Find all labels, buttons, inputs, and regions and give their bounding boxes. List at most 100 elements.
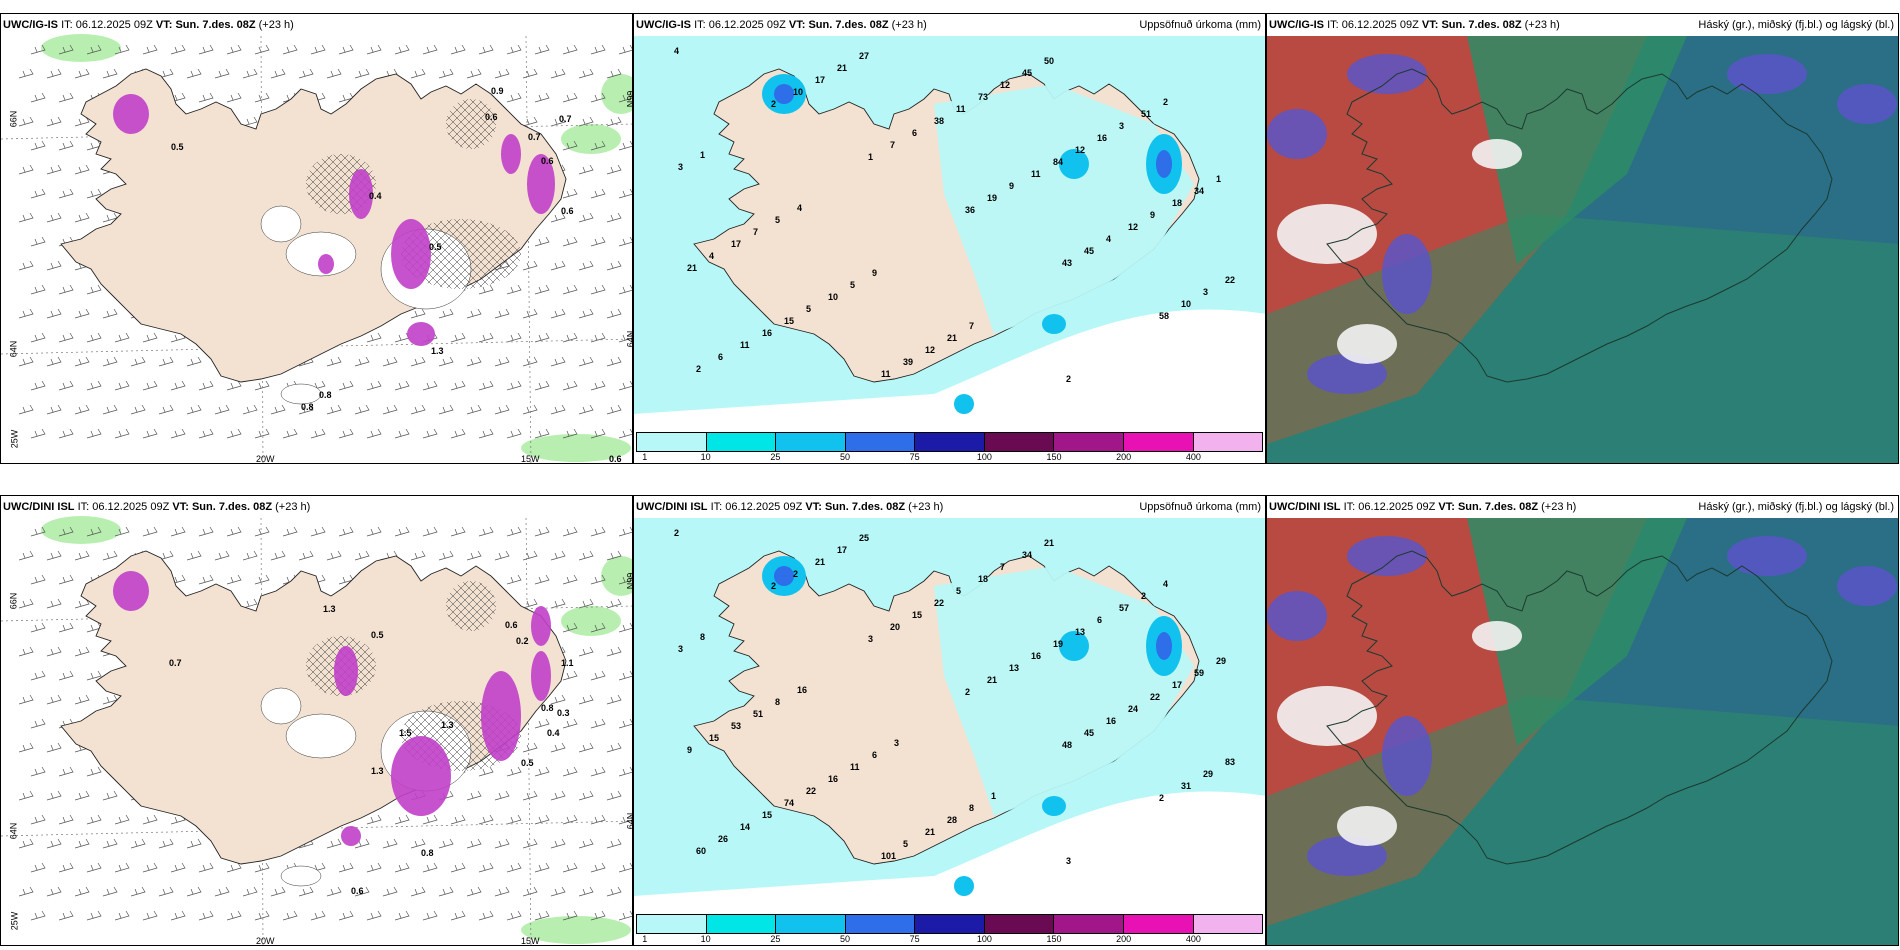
axis-label: N99 xyxy=(625,90,633,108)
precip-value-label: 2 xyxy=(771,581,776,591)
precip-value-label: 5 xyxy=(775,215,780,225)
precip-value-label: 12 xyxy=(1075,145,1085,155)
wind-barb xyxy=(422,380,438,391)
wind-barb xyxy=(142,380,158,391)
precip-value-label: 19 xyxy=(1053,639,1063,649)
wind-barb xyxy=(170,526,186,537)
wind-barb xyxy=(86,526,102,537)
wind-barb xyxy=(506,332,522,343)
wind-barb xyxy=(578,404,594,415)
axis-label: 64N xyxy=(625,330,633,348)
wind-barb xyxy=(18,260,34,271)
axis-label: 64N xyxy=(8,340,19,358)
precip-heavy xyxy=(954,394,974,414)
precip-value-label: 0.6 xyxy=(351,886,364,896)
precip-value-label: 22 xyxy=(1150,692,1160,702)
wind-barb xyxy=(130,404,146,415)
precip-value-label: 45 xyxy=(1084,728,1094,738)
wind-barb xyxy=(86,44,102,55)
wind-barb xyxy=(142,910,158,921)
wind-barb xyxy=(254,910,270,921)
wind-barb xyxy=(410,886,426,897)
wind-barb xyxy=(366,910,382,921)
wind-barb xyxy=(478,526,494,537)
precip-value-label: 58 xyxy=(1159,311,1169,321)
wind-barb xyxy=(142,332,158,343)
wind-barb xyxy=(354,550,370,561)
precip-value-label: 15 xyxy=(912,610,922,620)
precip-value-label: 18 xyxy=(1172,198,1182,208)
wind-barb xyxy=(86,814,102,825)
precip-value-label: 1 xyxy=(991,791,996,801)
precip-value-label: 36 xyxy=(965,205,975,215)
wind-barb xyxy=(270,404,286,415)
wind-barb xyxy=(18,356,34,367)
cloud-high-violet xyxy=(1837,566,1897,606)
precip-value-label: 15 xyxy=(709,733,719,743)
axis-label: 25W xyxy=(9,911,20,931)
precip-value-label: 2 xyxy=(965,687,970,697)
precip-value-label: 0.8 xyxy=(421,848,434,858)
precip-value-label: 20 xyxy=(890,622,900,632)
precip-value-label: 1.3 xyxy=(431,346,444,356)
precip-value-label: 0.6 xyxy=(541,156,554,166)
wind-barb xyxy=(618,92,632,103)
wind-barb xyxy=(478,44,494,55)
wind-barb xyxy=(606,212,622,223)
wind-barb xyxy=(494,550,510,561)
precip-value-label: 15 xyxy=(784,316,794,326)
colorbar-swatch xyxy=(1123,915,1194,933)
wind-barb xyxy=(438,404,454,415)
precip-value-label: 50 xyxy=(1044,56,1054,66)
panel-header: UWC/DINI ISL IT: 06.12.2025 09Z VT: Sun.… xyxy=(1,496,632,518)
wind-barb xyxy=(550,742,566,753)
wind-barb xyxy=(450,44,466,55)
wind-barb xyxy=(506,44,522,55)
wind-barb xyxy=(562,188,578,199)
title-vt-label: VT: xyxy=(788,19,806,31)
wind-barb xyxy=(226,428,242,439)
title-it-label: IT: xyxy=(710,501,723,513)
precip-value-label: 2 xyxy=(1163,97,1168,107)
wind-barb xyxy=(590,284,606,295)
wind-barb xyxy=(578,550,594,561)
title-vt: Sun. 7.des. 08Z xyxy=(808,19,889,31)
title-vt-label: VT: xyxy=(155,19,173,31)
precip-value-label: 12 xyxy=(1000,80,1010,90)
wind-barb xyxy=(606,550,622,561)
precip-value-label: 11 xyxy=(850,762,860,772)
precip-value-label: 6 xyxy=(912,128,917,138)
wind-barb xyxy=(438,308,454,319)
wind-barb xyxy=(590,718,606,729)
precip-value-label: 9 xyxy=(687,745,692,755)
wind-barb xyxy=(410,838,426,849)
wind-barb xyxy=(606,790,622,801)
wind-barb xyxy=(618,332,632,343)
precip-value-label: 43 xyxy=(1062,258,1072,268)
colorbar-swatch xyxy=(706,433,777,451)
title-lead: (+23 h) xyxy=(891,19,927,31)
wind-barb xyxy=(338,380,354,391)
precip-value-label: 16 xyxy=(1097,133,1107,143)
title-model: UWC/IG-IS xyxy=(1269,19,1324,31)
colorbar-tick-label: 200 xyxy=(1116,452,1132,462)
wind-barb xyxy=(562,670,578,681)
precip-value-label: 0.9 xyxy=(491,86,504,96)
wind-barb xyxy=(394,380,410,391)
colorbar-ticks: 1 10 25 50 75 100 150 200 400 xyxy=(636,934,1263,945)
precip-value-label: 2 xyxy=(696,364,701,374)
wind-barb xyxy=(478,284,494,295)
wind-barb xyxy=(18,308,34,319)
wind-barb xyxy=(394,862,410,873)
snow-intensity-blob xyxy=(113,94,149,134)
wind-barb xyxy=(534,92,550,103)
wind-barb xyxy=(618,910,632,921)
wind-barb xyxy=(170,574,186,585)
wind-barb xyxy=(114,862,130,873)
wind-barb xyxy=(326,404,342,415)
colorbar-tick-label: 400 xyxy=(1185,452,1201,462)
precip-value-label: 45 xyxy=(1084,246,1094,256)
wind-barb xyxy=(494,308,510,319)
precip-value-label: 5 xyxy=(903,839,908,849)
precip-patch xyxy=(521,916,631,944)
